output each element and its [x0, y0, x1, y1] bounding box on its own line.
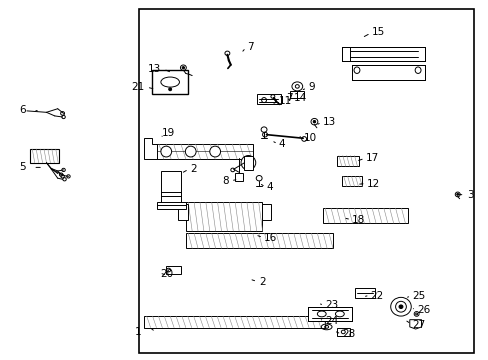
Bar — [290, 91, 304, 98]
Bar — [144, 316, 325, 328]
Text: 13: 13 — [322, 117, 335, 127]
Ellipse shape — [241, 156, 255, 170]
Bar — [30, 149, 59, 163]
Ellipse shape — [161, 146, 171, 157]
Ellipse shape — [312, 121, 315, 123]
Polygon shape — [307, 307, 351, 321]
Bar — [178, 204, 188, 220]
Text: 13: 13 — [148, 64, 161, 74]
Text: 3: 3 — [466, 190, 473, 200]
Polygon shape — [351, 65, 425, 80]
Text: 20: 20 — [160, 269, 173, 279]
Bar — [161, 171, 181, 207]
Polygon shape — [409, 320, 421, 329]
Text: 21: 21 — [131, 82, 144, 92]
Text: 10: 10 — [304, 132, 317, 143]
Bar — [243, 156, 253, 170]
Text: 1: 1 — [135, 327, 142, 337]
Bar — [155, 144, 253, 159]
Text: 26: 26 — [416, 305, 429, 315]
Bar — [354, 288, 374, 298]
Text: 7: 7 — [246, 42, 253, 52]
Text: 12: 12 — [366, 179, 379, 189]
Bar — [234, 173, 242, 181]
Bar — [337, 328, 349, 336]
Text: 2: 2 — [259, 276, 265, 287]
Bar — [151, 70, 188, 94]
Bar — [337, 156, 359, 166]
Ellipse shape — [398, 305, 402, 309]
Bar — [166, 266, 181, 274]
Text: 9: 9 — [307, 82, 314, 92]
Bar — [261, 204, 271, 220]
Text: 28: 28 — [342, 329, 355, 339]
Polygon shape — [342, 47, 425, 61]
Ellipse shape — [168, 88, 171, 91]
Text: 19: 19 — [161, 128, 174, 138]
Text: 5: 5 — [20, 162, 26, 172]
Text: 2: 2 — [190, 164, 197, 174]
Text: 23: 23 — [325, 300, 338, 310]
Text: 17: 17 — [365, 153, 378, 163]
Ellipse shape — [185, 146, 196, 157]
Polygon shape — [144, 138, 157, 159]
Text: 22: 22 — [370, 291, 383, 301]
Bar — [322, 208, 407, 223]
Text: 8: 8 — [222, 176, 228, 186]
Text: 16: 16 — [264, 233, 277, 243]
Bar — [157, 202, 185, 209]
Ellipse shape — [456, 194, 458, 195]
Bar — [185, 202, 261, 231]
Ellipse shape — [182, 67, 184, 69]
Bar — [342, 176, 361, 186]
Bar — [139, 9, 473, 353]
Bar — [256, 94, 281, 104]
Bar — [185, 233, 332, 248]
Text: 25: 25 — [411, 291, 425, 301]
Text: 15: 15 — [371, 27, 384, 37]
Text: 4: 4 — [266, 182, 273, 192]
Text: 24: 24 — [325, 316, 338, 326]
Text: 27: 27 — [411, 320, 425, 330]
Text: 11: 11 — [278, 96, 291, 106]
Text: 18: 18 — [351, 215, 365, 225]
Text: 6: 6 — [20, 105, 26, 115]
Ellipse shape — [390, 297, 410, 316]
Text: 14: 14 — [293, 93, 306, 103]
Text: 4: 4 — [278, 139, 285, 149]
Text: 7: 7 — [285, 93, 292, 103]
Ellipse shape — [209, 146, 220, 157]
